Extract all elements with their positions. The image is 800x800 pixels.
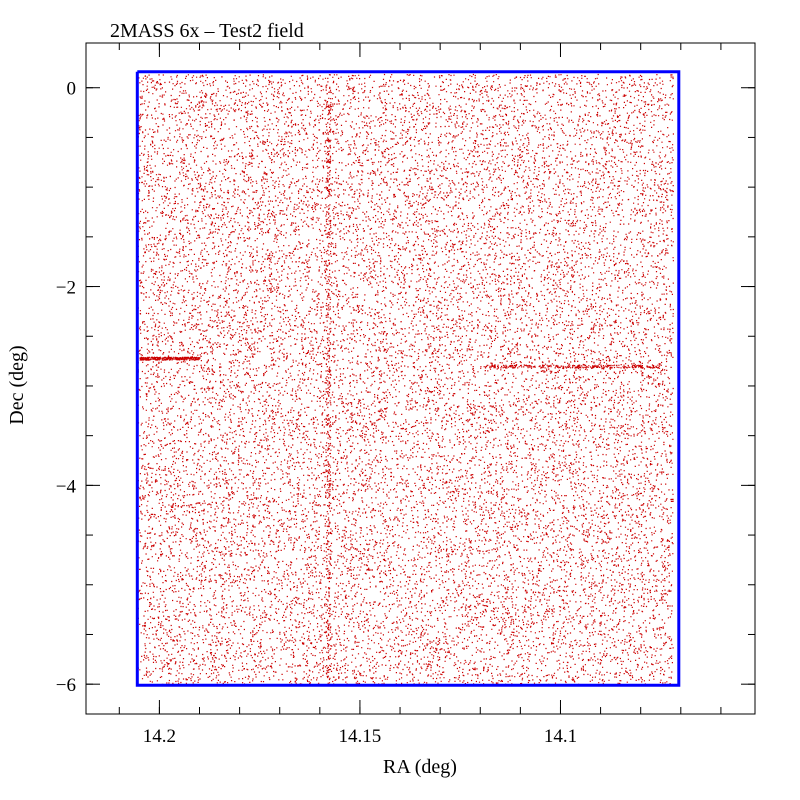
x-tick-label: 14.2 (143, 726, 176, 747)
star-points (137, 73, 674, 686)
y-tick-label: 0 (67, 79, 77, 100)
points-layer (137, 73, 674, 686)
y-tick-label: −4 (56, 476, 77, 497)
x-tick-label: 14.1 (544, 726, 577, 747)
x-tick-label: 14.15 (339, 726, 382, 747)
x-axis-label: RA (deg) (383, 756, 457, 778)
chart-title: 2MASS 6x – Test2 field (110, 20, 304, 42)
y-tick-label: −2 (56, 278, 76, 299)
outline-layer (135, 70, 681, 687)
y-axis-label: Dec (deg) (6, 345, 28, 424)
labels-layer: 14.2 14.15 14.1 0 −2 −4 −6 (56, 79, 577, 747)
plot-frame (85, 42, 756, 715)
axes-layer (85, 42, 756, 715)
field-outline (135, 70, 681, 687)
y-tick-label: −6 (56, 675, 76, 696)
